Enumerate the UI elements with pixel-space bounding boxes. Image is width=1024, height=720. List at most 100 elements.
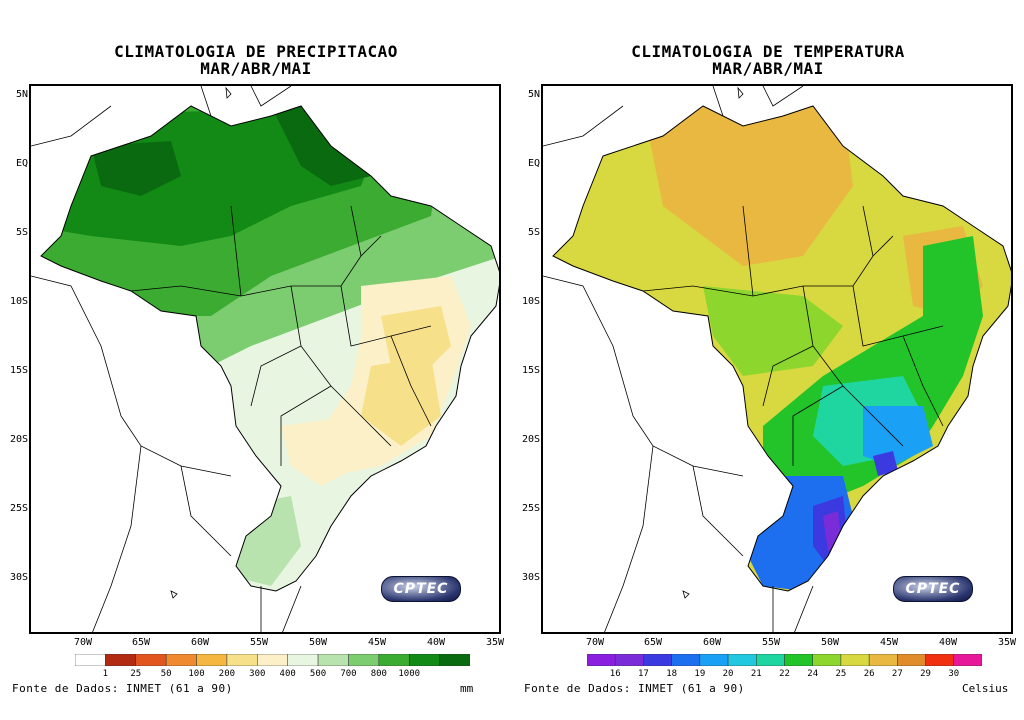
colorbar-label: 25 — [835, 669, 847, 679]
colorbar-label: 21 — [750, 669, 762, 679]
colorbar-swatch — [135, 654, 167, 666]
colorbar-swatch — [408, 654, 440, 666]
x-tick-label: 70W — [585, 637, 605, 648]
y-tick-label: 10S — [9, 296, 28, 307]
precip-map: CPTEC — [29, 84, 501, 634]
colorbar-label: 100 — [188, 669, 205, 679]
colorbar-label: 18 — [666, 669, 678, 679]
colorbar-swatch — [727, 654, 757, 666]
colorbar-swatch — [439, 654, 470, 666]
colorbar-swatch — [699, 654, 729, 666]
colorbar-swatch — [953, 654, 982, 666]
x-tick-label: 35W — [997, 637, 1017, 648]
x-tick-label: 50W — [820, 637, 840, 648]
x-tick-label: 40W — [426, 637, 446, 648]
colorbar-swatch — [226, 654, 258, 666]
y-tick-label: 20S — [9, 434, 28, 445]
colorbar-swatch — [756, 654, 785, 666]
colorbar-swatch — [812, 654, 842, 666]
y-tick-label: 30S — [9, 572, 28, 583]
colorbar-label: 800 — [370, 669, 387, 679]
unit-label: mm — [460, 682, 474, 695]
x-tick-label: 65W — [643, 637, 663, 648]
precipitation-panel: CLIMATOLOGIA DE PRECIPITACAO MAR/ABR/MAI — [9, 42, 505, 696]
colorbar-label: 26 — [863, 669, 875, 679]
colorbar-swatch — [671, 654, 701, 666]
colorbar-swatch — [868, 654, 898, 666]
x-tick-label: 60W — [702, 637, 722, 648]
y-tick-label: 5N — [15, 89, 28, 100]
x-tick-label: 45W — [367, 637, 387, 648]
colorbar-label: 27 — [891, 669, 903, 679]
colorbar-label: 1000 — [398, 669, 421, 679]
colorbar-label: 50 — [160, 669, 172, 679]
colorbar-swatch — [348, 654, 380, 666]
x-tick-label: 35W — [485, 637, 505, 648]
y-tick-label: 15S — [9, 365, 28, 376]
colorbar-label: 17 — [638, 669, 649, 679]
precip-map-svg — [31, 86, 499, 632]
temp-map-svg — [543, 86, 1011, 632]
data-source: Fonte de Dados: INMET (61 a 90) — [12, 682, 233, 695]
colorbar-label: 400 — [279, 669, 296, 679]
temp-title: CLIMATOLOGIA DE TEMPERATURA — [631, 42, 905, 61]
cptec-logo: CPTEC — [381, 576, 461, 602]
colorbar-swatch — [75, 654, 106, 666]
y-tick-label: 5S — [15, 227, 28, 238]
precip-subtitle: MAR/ABR/MAI — [200, 59, 312, 78]
colorbar-label: 22 — [779, 669, 790, 679]
colorbar-label: 19 — [694, 669, 706, 679]
y-tick-label: 10S — [521, 296, 540, 307]
precip-title: CLIMATOLOGIA DE PRECIPITACAO — [114, 42, 398, 61]
x-tick-label: 40W — [938, 637, 958, 648]
colorbar-label: 29 — [920, 669, 931, 679]
colorbar-label: 16 — [609, 669, 621, 679]
colorbar-swatch — [196, 654, 228, 666]
x-tick-label: 70W — [73, 637, 93, 648]
y-tick-label: 25S — [521, 503, 540, 514]
colorbar-swatch — [784, 654, 813, 666]
y-tick-label: 30S — [521, 572, 540, 583]
y-tick-label: EQ — [15, 158, 28, 169]
x-tick-label: 45W — [879, 637, 899, 648]
colorbar-swatch — [643, 654, 672, 666]
colorbar-label: 300 — [249, 669, 266, 679]
colorbar-label: 700 — [340, 669, 357, 679]
x-tick-label: 55W — [761, 637, 781, 648]
colorbar-swatch — [317, 654, 349, 666]
colorbar-label: 24 — [807, 669, 819, 679]
y-tick-label: 20S — [521, 434, 540, 445]
y-tick-label: 5N — [527, 89, 540, 100]
colorbar-swatch — [587, 654, 616, 666]
colorbar-swatch — [257, 654, 288, 666]
data-source: Fonte de Dados: INMET (61 a 90) — [524, 682, 745, 695]
temp-subtitle: MAR/ABR/MAI — [712, 59, 824, 78]
colorbar-label: 1 — [102, 669, 109, 679]
temp-map: CPTEC — [541, 84, 1013, 634]
colorbar-swatch — [378, 654, 410, 666]
y-tick-label: 15S — [521, 365, 540, 376]
y-tick-label: EQ — [527, 158, 540, 169]
colorbar-swatch — [165, 654, 197, 666]
colorbar-label: 20 — [722, 669, 734, 679]
colorbar-swatch — [614, 654, 644, 666]
colorbar-label: 500 — [309, 669, 327, 679]
colorbar-swatch — [897, 654, 926, 666]
temperature-panel: CLIMATOLOGIA DE TEMPERATURA MAR/ABR/MAI — [512, 0, 1024, 720]
x-tick-label: 50W — [308, 637, 328, 648]
colorbar-swatch — [840, 654, 870, 666]
x-tick-label: 65W — [131, 637, 151, 648]
y-tick-label: 5S — [527, 227, 540, 238]
y-tick-label: 25S — [9, 503, 28, 514]
x-tick-label: 60W — [190, 637, 210, 648]
colorbar-swatch — [287, 654, 319, 666]
colorbar-swatch — [925, 654, 955, 666]
unit-label: Celsius — [962, 682, 1009, 695]
colorbar-swatch — [105, 654, 137, 666]
colorbar-label: 25 — [130, 669, 142, 679]
colorbar-label: 200 — [218, 669, 236, 679]
precip-colorbar — [75, 654, 470, 666]
temp-colorbar — [587, 654, 982, 666]
x-tick-label: 55W — [249, 637, 269, 648]
colorbar-label: 30 — [948, 669, 960, 679]
